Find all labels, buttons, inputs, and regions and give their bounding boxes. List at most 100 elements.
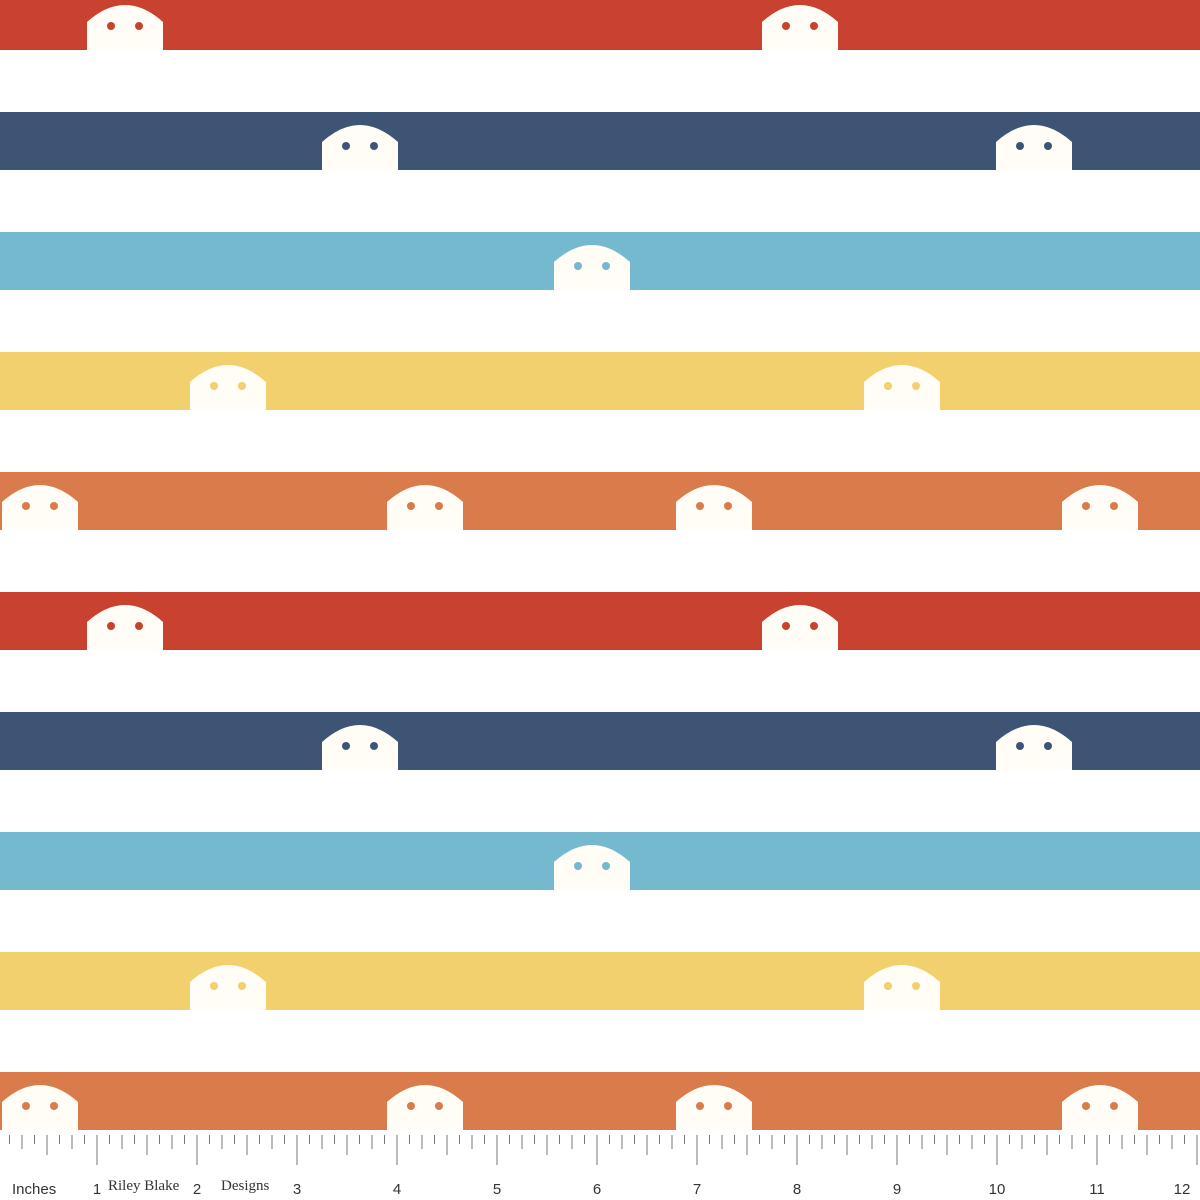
animal-head bbox=[87, 605, 163, 650]
stripe bbox=[0, 1072, 1200, 1130]
animal-eye bbox=[1044, 742, 1052, 750]
animal-eye bbox=[407, 502, 415, 510]
animal-peek bbox=[762, 5, 838, 50]
animal-peek bbox=[864, 365, 940, 410]
animal-eye bbox=[782, 22, 790, 30]
animal-head bbox=[1062, 485, 1138, 530]
animal-peek bbox=[387, 1085, 463, 1130]
animal-eye bbox=[1016, 742, 1024, 750]
animal-peek bbox=[322, 125, 398, 170]
animal-eye bbox=[782, 622, 790, 630]
animal-head bbox=[190, 365, 266, 410]
animal-eye bbox=[342, 742, 350, 750]
animal-peek bbox=[554, 845, 630, 890]
animal-eye bbox=[238, 982, 246, 990]
animal-peek bbox=[996, 125, 1072, 170]
animal-head bbox=[996, 725, 1072, 770]
animal-peek bbox=[387, 485, 463, 530]
animal-head bbox=[322, 725, 398, 770]
animal-head bbox=[2, 1085, 78, 1130]
animal-peek bbox=[864, 965, 940, 1010]
animal-peek bbox=[1062, 485, 1138, 530]
animal-eye bbox=[342, 142, 350, 150]
animal-eye bbox=[238, 382, 246, 390]
animal-head bbox=[190, 965, 266, 1010]
ruler-number: 3 bbox=[293, 1181, 301, 1198]
ruler-number: 5 bbox=[493, 1181, 501, 1198]
animal-head bbox=[1062, 1085, 1138, 1130]
animal-eye bbox=[107, 22, 115, 30]
animal-head bbox=[2, 485, 78, 530]
animal-eye bbox=[912, 982, 920, 990]
stripe bbox=[0, 352, 1200, 410]
animal-head bbox=[387, 1085, 463, 1130]
animal-peek bbox=[1062, 1085, 1138, 1130]
animal-peek bbox=[87, 5, 163, 50]
animal-eye bbox=[135, 22, 143, 30]
animal-head bbox=[387, 485, 463, 530]
ruler-band bbox=[0, 1135, 1200, 1200]
stripes bbox=[0, 0, 1200, 1130]
animal-eye bbox=[1082, 1102, 1090, 1110]
animal-peek bbox=[2, 1085, 78, 1130]
animal-peek bbox=[322, 725, 398, 770]
animal-peek bbox=[762, 605, 838, 650]
animal-head bbox=[676, 1085, 752, 1130]
animal-eye bbox=[696, 1102, 704, 1110]
unit-label: Inches bbox=[12, 1181, 56, 1198]
brand-label: Designs bbox=[221, 1178, 269, 1194]
animal-head bbox=[676, 485, 752, 530]
animal-eye bbox=[884, 982, 892, 990]
animal-eye bbox=[50, 1102, 58, 1110]
animal-eye bbox=[696, 502, 704, 510]
animal-eye bbox=[370, 742, 378, 750]
animal-eye bbox=[574, 862, 582, 870]
animal-peek bbox=[87, 605, 163, 650]
animal-eye bbox=[602, 862, 610, 870]
animal-eye bbox=[407, 1102, 415, 1110]
animal-eye bbox=[912, 382, 920, 390]
ruler-number: 8 bbox=[793, 1181, 801, 1198]
animal-eye bbox=[1110, 502, 1118, 510]
animal-eye bbox=[22, 1102, 30, 1110]
animal-peek bbox=[676, 485, 752, 530]
ruler-number: 10 bbox=[989, 1181, 1006, 1198]
animal-eye bbox=[884, 382, 892, 390]
animal-head bbox=[554, 245, 630, 290]
ruler-number: 4 bbox=[393, 1181, 401, 1198]
stripe bbox=[0, 0, 1200, 50]
animal-eye bbox=[50, 502, 58, 510]
ruler-number: 12 bbox=[1174, 1181, 1191, 1198]
animal-eye bbox=[724, 1102, 732, 1110]
ruler-number: 2 bbox=[193, 1181, 201, 1198]
animal-eye bbox=[810, 622, 818, 630]
animal-head bbox=[554, 845, 630, 890]
animal-peek bbox=[2, 485, 78, 530]
animal-head bbox=[864, 365, 940, 410]
animal-eye bbox=[1044, 142, 1052, 150]
stripe bbox=[0, 592, 1200, 650]
animal-peek bbox=[996, 725, 1072, 770]
animal-eye bbox=[135, 622, 143, 630]
animal-eye bbox=[810, 22, 818, 30]
animal-head bbox=[322, 125, 398, 170]
animal-peek bbox=[676, 1085, 752, 1130]
ruler-number: 1 bbox=[93, 1181, 101, 1198]
ruler-number: 9 bbox=[893, 1181, 901, 1198]
animal-eye bbox=[574, 262, 582, 270]
animal-eye bbox=[724, 502, 732, 510]
animal-eye bbox=[1110, 1102, 1118, 1110]
animal-head bbox=[87, 5, 163, 50]
animal-head bbox=[762, 605, 838, 650]
animal-eye bbox=[107, 622, 115, 630]
animal-peek bbox=[554, 245, 630, 290]
brand-label: Riley Blake bbox=[108, 1178, 180, 1194]
animal-head bbox=[996, 125, 1072, 170]
animal-eye bbox=[210, 382, 218, 390]
animal-eye bbox=[435, 502, 443, 510]
animal-head bbox=[762, 5, 838, 50]
animal-eye bbox=[1082, 502, 1090, 510]
ruler-number: 11 bbox=[1089, 1181, 1105, 1198]
animal-peek bbox=[190, 965, 266, 1010]
